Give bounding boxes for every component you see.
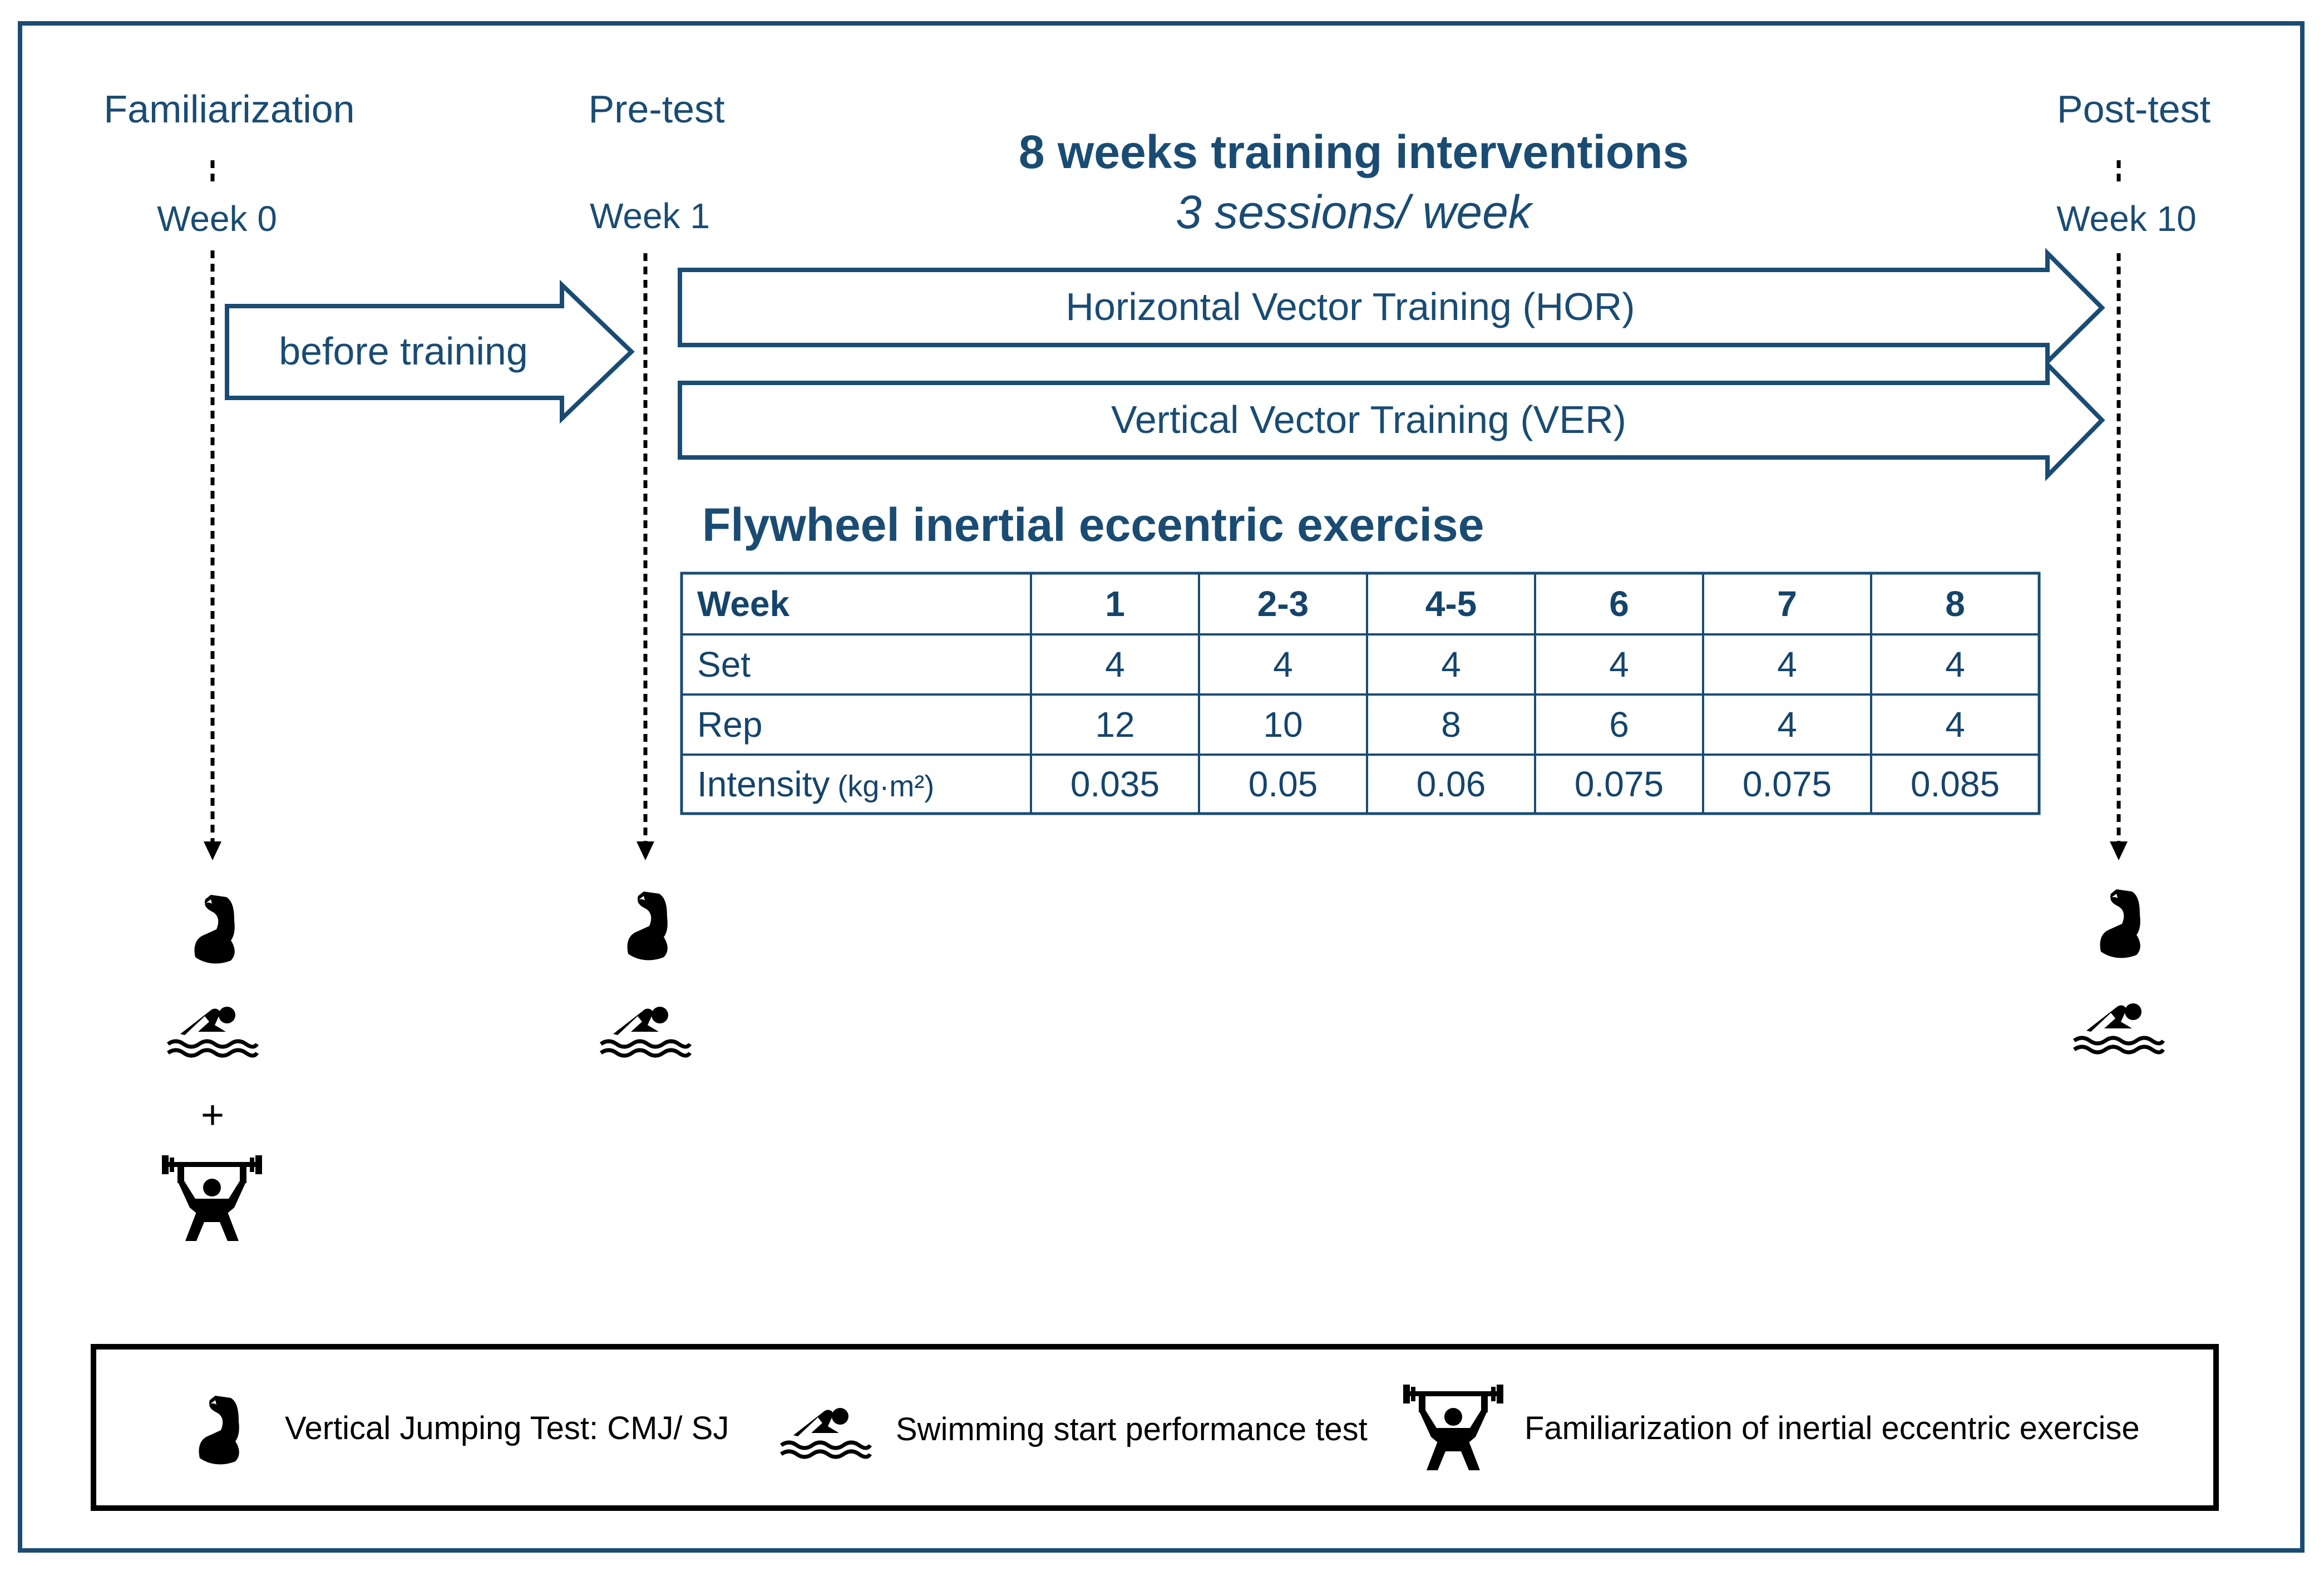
legend-swim-text: Swimming start performance test (896, 1411, 1368, 1447)
intervention-title: 8 weeks training interventions (1019, 126, 1689, 178)
posttest-label: Post-test (2057, 87, 2210, 131)
table-row-label: Set (697, 644, 751, 684)
table-header-cell: 8 (1945, 584, 1965, 624)
pretest-label: Pre-test (588, 87, 724, 131)
table-cell: 4 (1105, 644, 1125, 684)
table-header-cell: 6 (1609, 584, 1629, 624)
table-row-label: Rep (697, 705, 762, 745)
table-header-label: Week (697, 584, 790, 624)
week-10-label: Week 10 (2056, 199, 2196, 239)
legend-lift-text: Familiarization of inertial eccentric ex… (1524, 1410, 2140, 1446)
week10-bicep-icon (2100, 889, 2140, 958)
legend-box (91, 1344, 2219, 1511)
table-cell: 4 (1609, 644, 1629, 684)
intervention-subtitle: 3 sessions/ week (1176, 186, 1534, 238)
week0-bicep-icon (194, 895, 235, 964)
week1-swimmer-icon (601, 1007, 690, 1056)
before-training-label: before training (279, 329, 528, 373)
table-header-cell: 7 (1777, 584, 1797, 624)
table-cell: 0.05 (1249, 764, 1318, 804)
table-cell: 0.06 (1417, 764, 1486, 804)
table-cell: 0.035 (1070, 764, 1159, 804)
exercise-title: Flywheel inertial eccentric exercise (702, 499, 1484, 551)
timeline-lines (204, 160, 2128, 860)
table-header-cell: 4-5 (1425, 584, 1477, 624)
table-header-cell: 2-3 (1257, 584, 1309, 624)
table-cell: 4 (1777, 644, 1797, 684)
week-0-label: Week 0 (157, 199, 277, 239)
week1-bicep-icon (627, 892, 668, 961)
table-cell: 0.075 (1743, 764, 1832, 804)
table-cell: 4 (1945, 705, 1965, 745)
table-header-cell: 1 (1105, 584, 1125, 624)
table-cell: 4 (1273, 644, 1293, 684)
week0-swimmer-icon (168, 1007, 257, 1056)
week-1-label: Week 1 (590, 196, 710, 236)
familiarization-label: Familiarization (103, 87, 354, 131)
table-cell: 0.085 (1911, 764, 2000, 804)
table-cell: 10 (1263, 705, 1302, 745)
week10-swimmer-icon (2074, 1003, 2163, 1052)
table-row-label: Intensity (kg·m²) (697, 764, 934, 804)
ver-training-arrow (678, 359, 2105, 481)
intensity-unit: (kg·m²) (837, 770, 934, 803)
table-cell: 6 (1609, 705, 1629, 745)
legend-jump-text: Vertical Jumping Test: CMJ/ SJ (285, 1410, 729, 1446)
table-cell: 4 (1777, 705, 1797, 745)
outer-frame (18, 21, 2305, 1553)
hor-training-label: Horizontal Vector Training (HOR) (1065, 285, 1635, 328)
exercise-table: Week 1 2-3 4-5 6 7 8 Set 4 4 4 4 4 4 Rep 12 10 8 6 4 4 Intens… (680, 572, 2041, 815)
before-training-arrow (225, 279, 635, 424)
table-cell: 8 (1441, 705, 1461, 745)
table-cell: 0.075 (1575, 764, 1664, 804)
plus-sign: + (201, 1093, 224, 1137)
hor-training-arrow (678, 248, 2105, 367)
table-cell: 4 (1441, 644, 1461, 684)
week0-weightlifter-icon (162, 1155, 262, 1241)
table-cell: 4 (1945, 644, 1965, 684)
table-cell: 12 (1095, 705, 1134, 745)
ver-training-label: Vertical Vector Training (VER) (1111, 398, 1626, 441)
